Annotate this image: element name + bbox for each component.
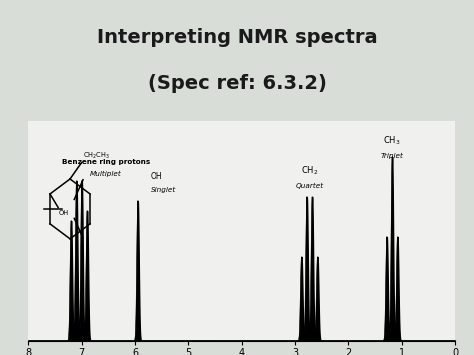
Text: Interpreting NMR spectra: Interpreting NMR spectra (97, 28, 377, 47)
Text: Quartet: Quartet (295, 182, 324, 189)
Text: CH$_2$: CH$_2$ (301, 164, 318, 177)
Text: Benzene ring protons: Benzene ring protons (62, 159, 150, 165)
Text: Triplet: Triplet (381, 153, 403, 159)
Text: OH: OH (151, 172, 163, 181)
Text: (Spec ref: 6.3.2): (Spec ref: 6.3.2) (147, 73, 327, 93)
Text: Singlet: Singlet (151, 187, 176, 193)
Text: Multiplet: Multiplet (90, 171, 122, 177)
Text: CH$_3$: CH$_3$ (383, 134, 401, 147)
